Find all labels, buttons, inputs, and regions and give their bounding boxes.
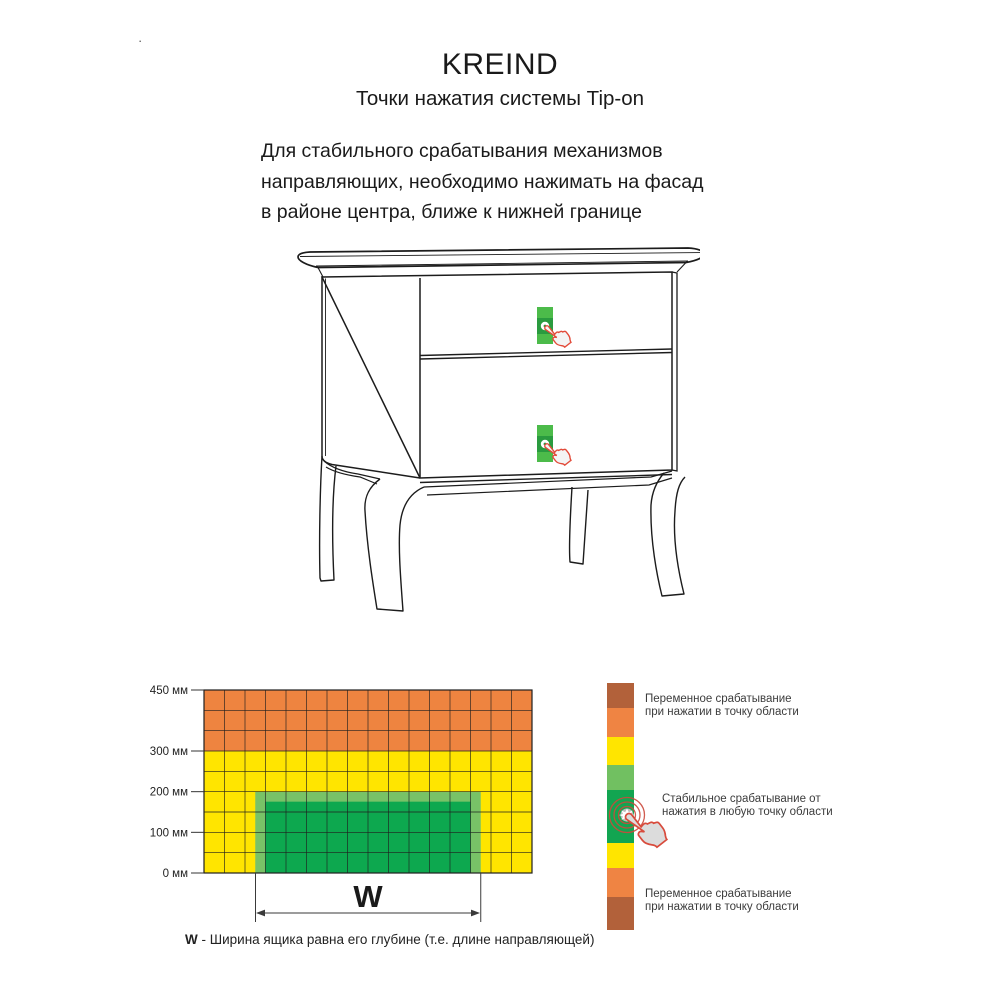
leg-back-right xyxy=(568,486,589,565)
tick-label-200: 200 мм xyxy=(150,787,188,799)
arrowhead-right xyxy=(471,909,480,917)
legend-segment xyxy=(607,897,634,930)
nightstand-illustration xyxy=(297,247,700,612)
width-dimension xyxy=(255,873,482,922)
tick-label-100: 100 мм xyxy=(150,827,188,839)
legend-segment xyxy=(607,843,634,868)
zone-grid-svg: 450 мм 300 мм 200 мм 100 мм 0 мм W xyxy=(150,685,533,922)
intro-line: направляющих, необходимо нажимать на фас… xyxy=(261,170,704,193)
intro-line: Для стабильного срабатывания механизмов xyxy=(261,140,663,162)
legend-label-line: нажатия в любую точку области xyxy=(662,805,833,818)
legend-label-stable: Стабильное срабатывание от нажатия в люб… xyxy=(662,793,833,818)
legend-label-line: Переменное срабатывание xyxy=(645,693,792,705)
press-point-bottom-drawer xyxy=(537,425,574,469)
tick-label-0: 0 мм xyxy=(163,868,188,880)
legend-segment xyxy=(607,708,634,737)
axis-tick-labels: 450 мм 300 мм 200 мм 100 мм 0 мм xyxy=(150,685,188,880)
caption-term: W xyxy=(185,932,198,947)
legend-label-line: Переменное срабатывание xyxy=(645,888,792,900)
axis-ticks xyxy=(191,689,204,874)
legend-label-line: при нажатии в точку области xyxy=(645,705,799,718)
legend-label-variable-top: Переменное срабатывание при нажатии в то… xyxy=(645,693,799,718)
press-point-top-drawer xyxy=(537,307,574,351)
leg-back-left xyxy=(318,455,337,582)
width-symbol: W xyxy=(353,879,383,914)
stray-dot: · xyxy=(138,33,143,48)
cabinet-top xyxy=(297,247,700,278)
page-subtitle: Точки нажатия системы Tip-on xyxy=(355,87,645,110)
press-ripple-hand-icon xyxy=(608,796,671,853)
legend-label-line: при нажатии в точку области xyxy=(645,900,799,913)
arrowhead-left xyxy=(256,909,265,917)
brand-title: KREIND xyxy=(441,48,559,81)
leg-front-right xyxy=(650,472,686,597)
legend-label-variable-bottom: Переменное срабатывание при нажатии в то… xyxy=(645,888,799,913)
intro-paragraph: Для стабильного срабатывания механизмов … xyxy=(261,136,781,228)
legend-segment xyxy=(607,737,634,765)
legend-segment xyxy=(607,683,634,708)
leg-front-left xyxy=(364,478,425,612)
diagram-caption: W - Ширина ящика равна его глубине (т.е.… xyxy=(185,932,594,947)
caption-text: - Ширина ящика равна его глубине (т.е. д… xyxy=(197,932,595,947)
tick-label-300: 300 мм xyxy=(150,746,188,758)
legend-segment xyxy=(607,868,634,897)
cabinet-legs xyxy=(318,455,686,612)
cabinet-carcass xyxy=(320,271,678,484)
carcass-bottom-edge xyxy=(419,473,673,484)
drawer-divider xyxy=(419,348,673,360)
intro-line: в районе центра, ближе к нижней границе xyxy=(261,201,642,223)
tick-label-450: 450 мм xyxy=(150,685,188,697)
legend-label-line: Стабильное срабатывание от xyxy=(662,793,821,805)
legend-segment xyxy=(607,765,634,790)
